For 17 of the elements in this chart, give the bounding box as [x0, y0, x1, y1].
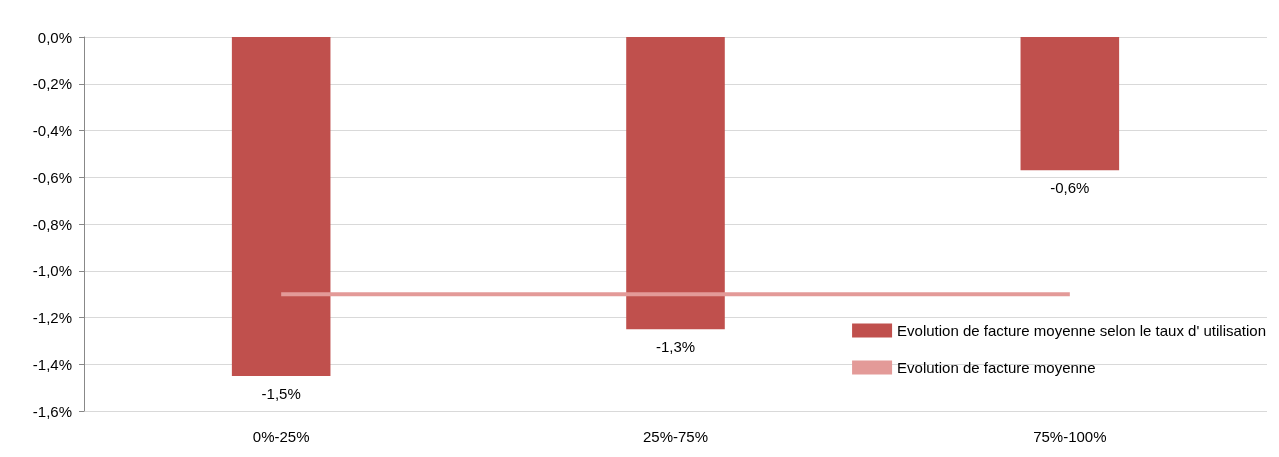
y-tick-label: 0,0% — [37, 28, 72, 46]
x-tick-label: 0%-25% — [252, 428, 310, 445]
x-tick-label: 75%-100% — [1033, 428, 1107, 445]
y-tick-label: -1,0% — [32, 262, 72, 280]
data-label: -1,5% — [261, 384, 301, 402]
y-tick-label: -1,6% — [32, 402, 72, 420]
data-label: -0,6% — [1050, 179, 1090, 197]
y-tick-label: -0,2% — [32, 75, 72, 93]
y-tick-label: -1,4% — [32, 355, 72, 373]
legend-label: Evolution de facture moyenne — [897, 359, 1096, 376]
x-tick-label: 25%-75% — [642, 428, 709, 445]
y-tick-label: -0,6% — [32, 168, 72, 186]
y-tick-label: -0,8% — [32, 215, 72, 233]
data-label: -1,3% — [655, 338, 696, 356]
legend-label: Evolution de facture moyenne selon le taux d' utilisation — [897, 322, 1266, 339]
y-tick-label: -1,2% — [32, 309, 72, 326]
y-tick-label: -0,4% — [32, 122, 72, 139]
